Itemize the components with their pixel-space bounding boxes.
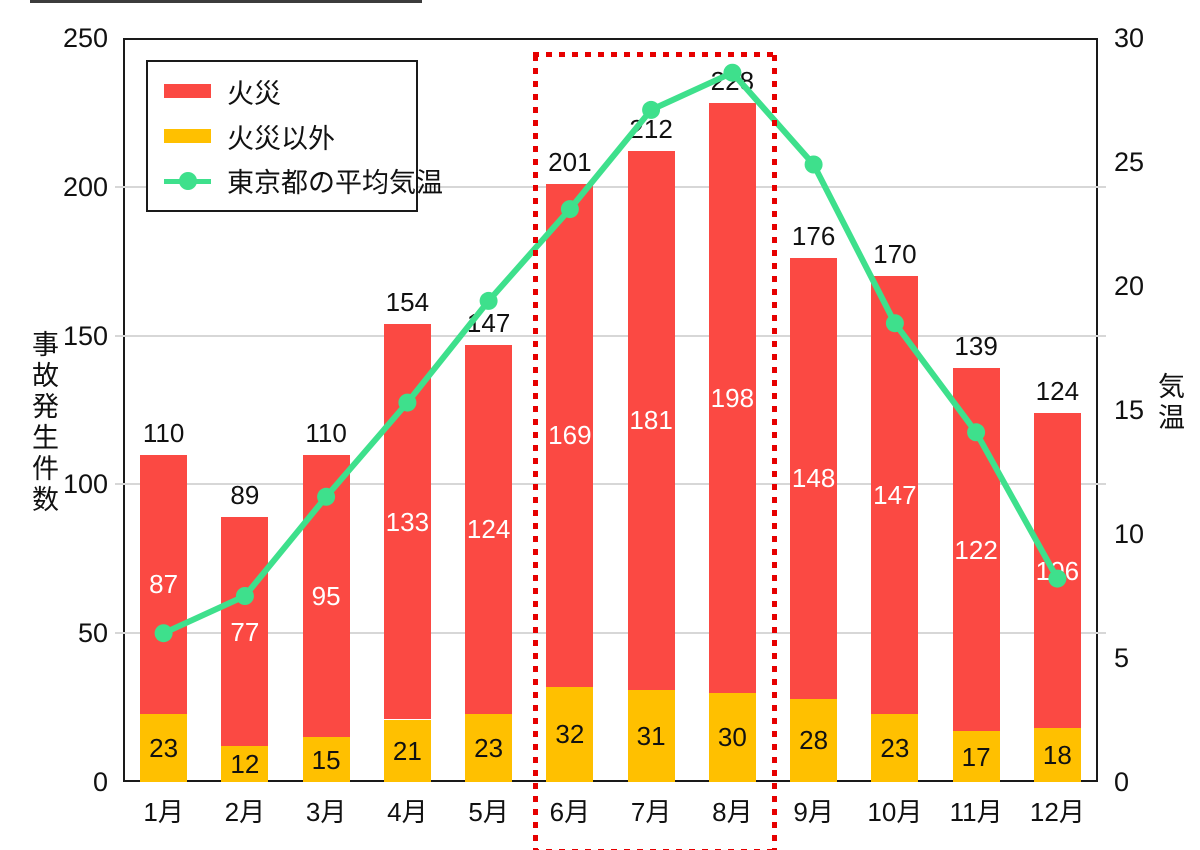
month-label-11月: 11月	[949, 797, 1003, 827]
right-axis-tick-0: 0	[1114, 767, 1130, 797]
bar-segment-nonfire-11月	[952, 731, 1000, 782]
bar-total-label-10月: 170	[873, 239, 917, 270]
temperature-point-11月	[967, 423, 986, 442]
month-label-10月: 10月	[867, 797, 923, 827]
bar-fire-value-3月: 95	[311, 581, 341, 611]
legend: 火災 火災以外 東京都の平均気温	[146, 60, 443, 212]
bar-total-label-3月: 110	[305, 417, 347, 448]
bar-segment-nonfire-12月	[1033, 728, 1081, 782]
bar-total-label-11月: 139	[954, 331, 998, 362]
left-axis-title: 事故発生件数	[28, 330, 58, 516]
right-axis-tick-10: 10	[1114, 519, 1145, 549]
temperature-point-10月	[885, 314, 904, 333]
month-label-9月: 9月	[793, 797, 834, 827]
bar-segment-fire-1月	[140, 454, 188, 714]
bar-total-label-2月: 89	[230, 480, 260, 511]
month-label-12月: 12月	[1029, 797, 1085, 827]
bar-fire-value-2月: 77	[230, 616, 260, 647]
bar-nonfire-value-1月: 23	[149, 732, 179, 763]
bar-segment-nonfire-2月	[221, 746, 269, 782]
right-axis-tick-20: 20	[1114, 271, 1145, 301]
month-label-5月: 5月	[468, 797, 509, 827]
temperature-point-3月	[317, 487, 336, 506]
cropped-title-remnant	[30, 0, 422, 3]
bar-fire-value-4月: 133	[385, 506, 430, 537]
left-axis-tick-0: 0	[92, 767, 108, 797]
temperature-point-5月	[479, 291, 498, 310]
temperature-point-1月	[154, 624, 173, 643]
legend-label: 東京都の平均気温	[227, 168, 443, 199]
bar-nonfire-value-2月: 12	[230, 749, 260, 780]
temperature-point-9月	[804, 155, 823, 174]
legend-item-fire: 火災	[164, 72, 406, 111]
right-axis-tick-5: 5	[1114, 643, 1130, 673]
right-axis-tick-30: 30	[1114, 23, 1145, 53]
left-axis-tick-150: 150	[62, 320, 108, 351]
bar-fire-value-1月: 87	[149, 569, 179, 600]
bar-segment-nonfire-10月	[871, 713, 919, 782]
bar-fire-value-10月: 147	[873, 479, 917, 510]
bar-segment-nonfire-9月	[790, 698, 838, 782]
bar-segment-nonfire-3月	[302, 737, 350, 782]
bar-total-label-9月: 176	[791, 221, 836, 252]
right-axis-tick-25: 25	[1114, 147, 1145, 177]
legend-label: 火災以外	[227, 123, 335, 154]
bar-nonfire-value-11月: 17	[961, 741, 991, 772]
left-axis-tick-50: 50	[77, 618, 108, 649]
bar-nonfire-value-3月: 15	[311, 744, 341, 775]
bar-nonfire-value-10月: 23	[880, 732, 910, 763]
bar-nonfire-value-5月: 23	[474, 732, 504, 763]
left-axis-tick-100: 100	[62, 469, 108, 500]
bar-segment-fire-9月	[790, 258, 838, 699]
month-label-4月: 4月	[387, 797, 428, 827]
right-axis-tick-15: 15	[1114, 395, 1145, 425]
bar-total-label-1月: 110	[142, 417, 185, 448]
fire-swatch-icon	[164, 84, 211, 99]
temperature-point-2月	[235, 587, 254, 605]
bar-fire-value-5月: 124	[466, 514, 511, 545]
right-axis-title: 気温	[1154, 372, 1184, 434]
bar-total-label-4月: 154	[385, 286, 430, 317]
month-label-2月: 2月	[224, 797, 266, 827]
bar-fire-value-9月: 148	[791, 463, 836, 494]
legend-label: 火災	[227, 78, 281, 109]
temperature-point-4月	[398, 393, 417, 412]
bar-fire-value-11月: 122	[954, 534, 998, 565]
left-axis-tick-200: 200	[62, 171, 108, 202]
bar-nonfire-value-9月: 28	[799, 725, 829, 756]
month-label-3月: 3月	[305, 797, 347, 827]
legend-item-temperature: 東京都の平均気温	[164, 161, 443, 200]
nonfire-swatch-icon	[164, 129, 211, 143]
bar-segment-nonfire-5月	[465, 713, 513, 782]
temperature-point-12月	[1048, 569, 1067, 588]
bar-nonfire-value-12月: 18	[1042, 740, 1072, 771]
temperature-line-icon	[164, 171, 211, 191]
legend-item-nonfire: 火災以外	[164, 117, 406, 156]
bar-segment-fire-5月	[465, 344, 513, 714]
bar-nonfire-value-4月: 21	[392, 735, 422, 766]
month-label-1月: 1月	[143, 797, 184, 827]
bar-segment-fire-4月	[383, 323, 431, 720]
left-axis-tick-250: 250	[62, 23, 108, 53]
bar-segment-nonfire-4月	[383, 719, 431, 782]
bar-total-label-12月: 124	[1035, 375, 1080, 406]
summer-highlight-rectangle	[533, 52, 777, 850]
bar-segment-fire-2月	[221, 517, 269, 747]
bar-segment-nonfire-1月	[140, 713, 188, 782]
